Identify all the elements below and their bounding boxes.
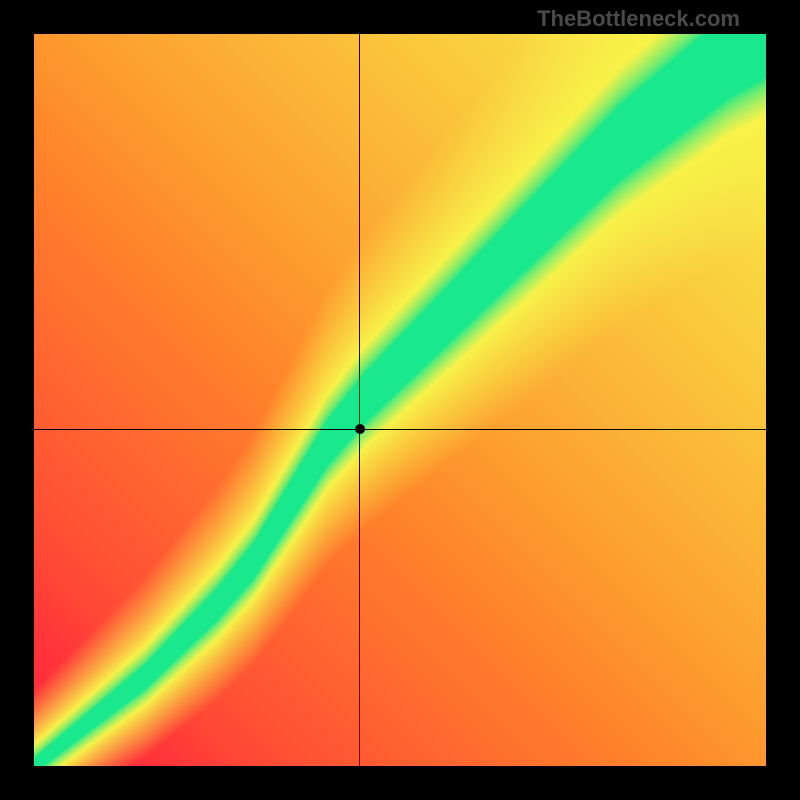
crosshair-vertical — [359, 34, 360, 766]
watermark-text: TheBottleneck.com — [537, 6, 740, 32]
marker-point — [355, 424, 365, 434]
crosshair-horizontal — [34, 429, 766, 430]
heatmap-canvas — [34, 34, 766, 766]
heatmap-plot — [34, 34, 766, 766]
